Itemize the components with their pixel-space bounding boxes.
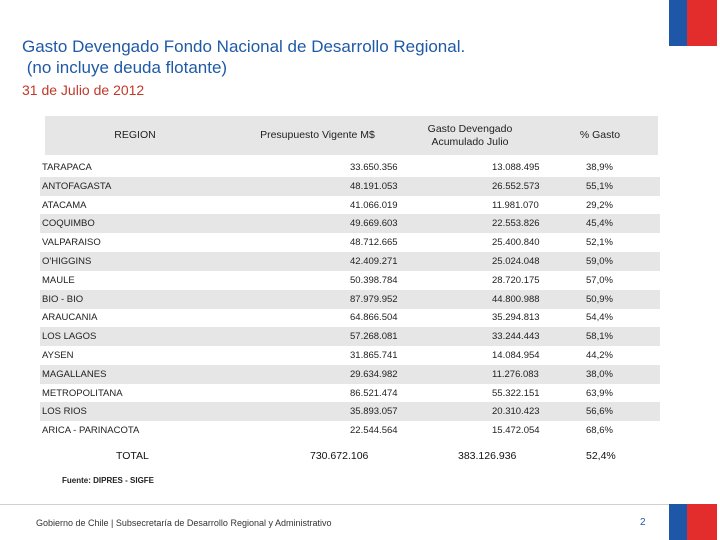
cell-pct: 29,2% (586, 199, 613, 211)
cell-region: ARICA - PARINACOTA (42, 425, 140, 437)
cell-pct: 54,4% (586, 312, 613, 324)
table-row: ARAUCANIA 64.866.504 35.294.813 54,4% (40, 308, 660, 327)
cell-region: COQUIMBO (42, 218, 95, 230)
cell-presupuesto: 41.066.019 (350, 199, 398, 211)
cell-gasto: 14.084.954 (492, 350, 540, 361)
table-row: AYSEN 31.865.741 14.084.954 44,2% (40, 346, 660, 365)
table-row: ANTOFAGASTA 48.191.053 26.552.573 55,1% (40, 176, 660, 196)
header-gasto-line-1: Gasto Devengado (427, 122, 513, 135)
flag-stripe-blue-bottom (669, 504, 687, 540)
page-number: 2 (640, 517, 646, 528)
table-row: LOS RIOS 35.893.057 20.310.423 56,6% (40, 402, 660, 422)
cell-gasto: 25.024.048 (492, 256, 540, 267)
cell-pct: 50,9% (586, 293, 613, 305)
total-gasto: 383.126.936 (458, 450, 517, 462)
cell-pct: 38,0% (586, 368, 613, 380)
cell-region: LOS LAGOS (42, 331, 97, 343)
cell-presupuesto: 49.669.603 (350, 218, 398, 230)
table-header: REGION Presupuesto Vigente M$ Gasto Deve… (45, 116, 658, 155)
cell-presupuesto: 33.650.356 (350, 162, 398, 173)
cell-pct: 56,6% (586, 406, 613, 418)
cell-region: BIO - BIO (42, 293, 84, 305)
cell-region: MAGALLANES (42, 368, 107, 380)
flag-stripe-red-bottom (687, 504, 717, 540)
cell-gasto: 44.800.988 (492, 293, 540, 305)
cell-gasto: 22.553.826 (492, 218, 540, 230)
cell-region: MAULE (42, 274, 75, 286)
cell-gasto: 35.294.813 (492, 312, 540, 324)
table-total-row: TOTAL 730.672.106 383.126.936 52,4% (40, 448, 660, 468)
cell-gasto: 26.552.573 (492, 180, 540, 192)
table-row: ARICA - PARINACOTA 22.544.564 15.472.054 68… (40, 421, 660, 440)
cell-presupuesto: 29.634.982 (350, 368, 398, 380)
cell-pct: 59,0% (586, 256, 613, 267)
cell-region: LOS RIOS (42, 406, 87, 418)
table-row: BIO - BIO 87.979.952 44.800.988 50,9% (40, 289, 660, 309)
cell-pct: 52,1% (586, 237, 613, 249)
cell-region: ANTOFAGASTA (42, 180, 112, 192)
cell-region: VALPARAISO (42, 237, 101, 249)
cell-region: TARAPACA (42, 162, 92, 173)
cell-pct: 58,1% (586, 331, 613, 343)
cell-pct: 38,9% (586, 162, 613, 173)
cell-pct: 57,0% (586, 274, 613, 286)
header-gasto: Gasto Devengado Acumulado Julio (405, 116, 535, 155)
cell-pct: 45,4% (586, 218, 613, 230)
total-label: TOTAL (116, 450, 149, 462)
table-row: VALPARAISO 48.712.665 25.400.840 52,1% (40, 233, 660, 252)
cell-pct: 68,6% (586, 425, 613, 437)
table-row: COQUIMBO 49.669.603 22.553.826 45,4% (40, 214, 660, 234)
title-line-1: Gasto Devengado Fondo Nacional de Desarr… (22, 37, 466, 56)
flag-stripe-red (687, 0, 717, 46)
header-pct: % Gasto (579, 129, 621, 141)
header-presupuesto: Presupuesto Vigente M$ (260, 129, 375, 141)
footer-divider (0, 504, 669, 505)
cell-pct: 63,9% (586, 387, 613, 399)
cell-gasto: 11.276.083 (492, 368, 539, 380)
cell-gasto: 25.400.840 (492, 237, 540, 249)
cell-gasto: 28.720.175 (492, 274, 540, 286)
report-date: 31 de Julio de 2012 (22, 82, 145, 98)
source-note: Fuente: DIPRES - SIGFE (62, 476, 155, 485)
table-row: LOS LAGOS 57.268.081 33.244.443 58,1% (40, 327, 660, 347)
cell-gasto: 13.088.495 (492, 162, 540, 173)
cell-region: ATACAMA (42, 199, 87, 211)
flag-stripe-blue (669, 0, 687, 46)
cell-presupuesto: 42.409.271 (350, 256, 398, 267)
table-row: O'HIGGINS 42.409.271 25.024.048 59,0% (40, 252, 660, 271)
page-title: Gasto Devengado Fondo Nacional de Desarr… (22, 36, 642, 78)
cell-gasto: 20.310.423 (492, 406, 540, 418)
cell-presupuesto: 57.268.081 (350, 331, 398, 343)
table-row: METROPOLITANA 86.521.474 55.322.151 63,9% (40, 384, 660, 403)
table-row: ATACAMA 41.066.019 11.981.070 29,2% (40, 196, 660, 215)
cell-gasto: 55.322.151 (492, 387, 540, 399)
cell-region: ARAUCANIA (42, 312, 98, 324)
cell-presupuesto: 48.712.665 (350, 237, 398, 249)
table-row: MAGALLANES 29.634.982 11.276.083 38,0% (40, 364, 660, 384)
cell-presupuesto: 22.544.564 (350, 425, 398, 437)
cell-region: METROPOLITANA (42, 387, 123, 399)
cell-gasto: 11.981.070 (492, 199, 539, 211)
footer-text: Gobierno de Chile | Subsecretaría de Des… (36, 518, 332, 528)
cell-region: O'HIGGINS (42, 256, 92, 267)
total-pct: 52,4% (586, 450, 616, 462)
cell-presupuesto: 48.191.053 (350, 180, 398, 192)
total-presupuesto: 730.672.106 (310, 450, 369, 462)
title-line-2: (no incluye deuda flotante) (22, 58, 228, 77)
header-region: REGION (114, 129, 156, 141)
cell-presupuesto: 35.893.057 (350, 406, 398, 418)
cell-presupuesto: 31.865.741 (350, 350, 398, 361)
cell-presupuesto: 87.979.952 (350, 293, 398, 305)
header-gasto-line-2: Acumulado Julio (431, 135, 509, 148)
cell-gasto: 33.244.443 (492, 331, 540, 343)
cell-presupuesto: 86.521.474 (350, 387, 398, 399)
cell-region: AYSEN (42, 350, 74, 361)
cell-presupuesto: 50.398.784 (350, 274, 398, 286)
cell-gasto: 15.472.054 (492, 425, 540, 437)
table-row: MAULE 50.398.784 28.720.175 57,0% (40, 271, 660, 290)
cell-pct: 55,1% (586, 180, 613, 192)
cell-presupuesto: 64.866.504 (350, 312, 398, 324)
table-row: TARAPACA 33.650.356 13.088.495 38,9% (40, 158, 660, 177)
cell-pct: 44,2% (586, 350, 613, 361)
